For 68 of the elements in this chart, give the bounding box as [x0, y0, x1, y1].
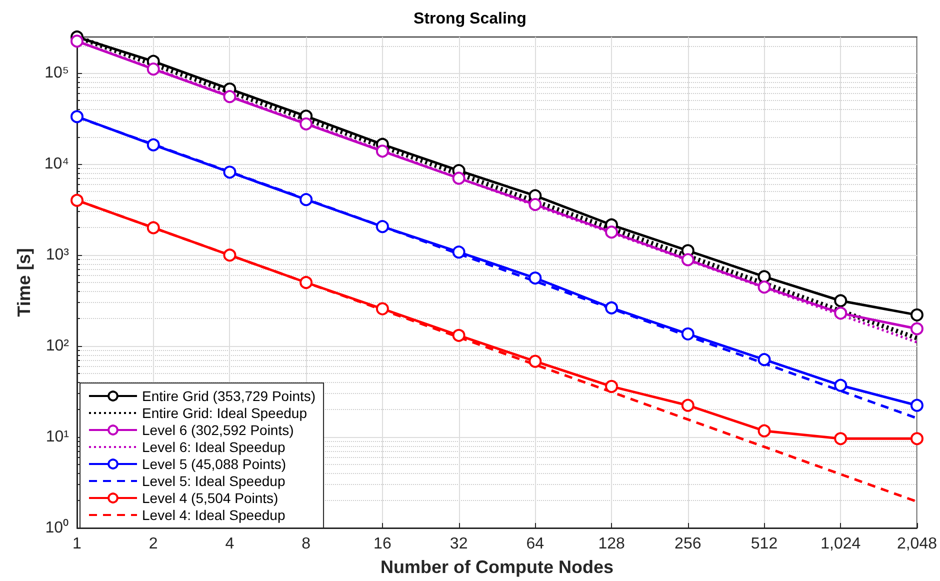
point	[223, 248, 236, 262]
legend-label: Level 5 (45,088 Points)	[142, 456, 286, 472]
point	[528, 272, 542, 285]
point	[452, 246, 466, 259]
point	[834, 432, 848, 446]
x-tick-label: 256	[674, 536, 702, 552]
x-tick-label: 8	[302, 536, 311, 552]
point	[605, 301, 618, 314]
point	[223, 166, 236, 179]
legend-label: Level 4: Ideal Speedup	[142, 507, 286, 523]
point	[605, 380, 618, 393]
point	[910, 322, 924, 336]
x-tick-label: 512	[750, 536, 778, 552]
point	[528, 354, 542, 368]
x-tick-label: 128	[598, 536, 625, 552]
point	[146, 138, 160, 152]
point	[834, 294, 848, 308]
point	[376, 302, 389, 316]
point	[70, 110, 84, 124]
legend-label: Level 6: Ideal Speedup	[142, 439, 286, 455]
point	[300, 117, 313, 130]
point	[681, 253, 694, 266]
point	[910, 432, 924, 446]
legend-label: Level 6 (302,592 Points)	[142, 422, 294, 438]
point	[146, 62, 160, 76]
point	[834, 378, 848, 392]
x-axis-title: Number of Compute Nodes	[380, 557, 614, 577]
x-tick-label: 2,048	[896, 536, 938, 552]
y-axis-title: Time [s]	[14, 248, 34, 317]
point	[300, 276, 313, 289]
point	[758, 280, 771, 294]
point	[605, 226, 618, 239]
point	[452, 172, 466, 185]
y-tick-label: 10²	[46, 338, 70, 355]
point	[681, 327, 694, 340]
x-tick-label: 32	[450, 536, 468, 552]
y-tick-label: 10⁵	[44, 64, 69, 82]
y-tick-label: 10⁴	[44, 156, 70, 173]
point	[528, 198, 542, 212]
chart-title: Strong Scaling	[414, 10, 526, 28]
y-tick-label: 10⁰	[45, 518, 69, 536]
x-tick-label: 1,024	[820, 536, 861, 552]
x-tick-label: 64	[526, 536, 544, 552]
legend-label: Entire Grid: Ideal Speedup	[142, 405, 308, 421]
point	[758, 270, 771, 284]
point	[910, 398, 924, 412]
x-tick-label: 16	[374, 536, 392, 552]
point	[758, 353, 771, 366]
x-tick-label: 4	[225, 536, 234, 552]
x-tick-label: 1	[72, 536, 82, 552]
legend-label: Level 4 (5,504 Points)	[142, 490, 278, 506]
point	[146, 221, 160, 234]
point	[758, 424, 771, 438]
point	[70, 194, 84, 207]
point	[910, 308, 924, 322]
point	[300, 193, 313, 206]
point	[223, 90, 236, 104]
point	[681, 398, 694, 412]
legend-label: Level 5: Ideal Speedup	[142, 473, 286, 489]
point	[376, 144, 389, 158]
point	[452, 328, 466, 342]
y-tick-label: 10³	[46, 246, 70, 264]
point	[834, 306, 848, 320]
y-tick-label: 10¹	[46, 428, 69, 446]
legend-label: Entire Grid (353,729 Points)	[142, 388, 316, 404]
point	[70, 34, 84, 48]
point	[376, 220, 389, 234]
x-tick-label: 2	[148, 536, 158, 552]
